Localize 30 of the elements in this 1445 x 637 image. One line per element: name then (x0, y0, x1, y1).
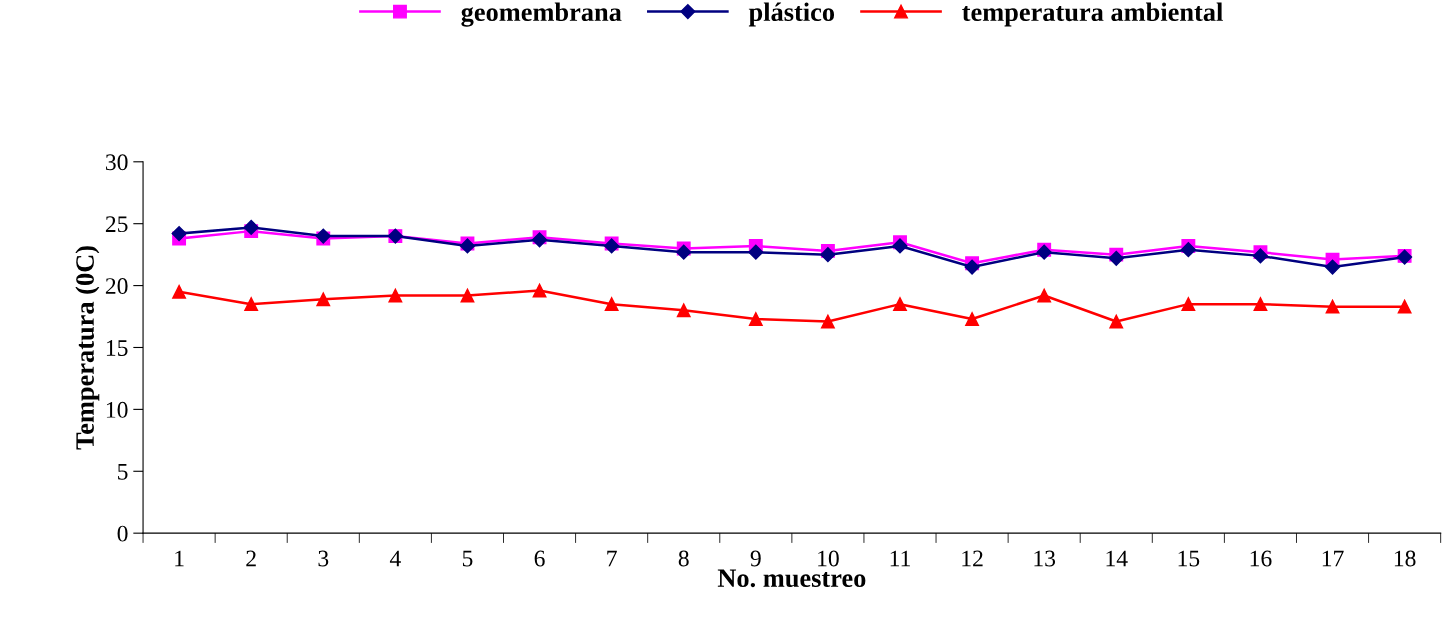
y-tick-label: 15 (106, 340, 128, 356)
x-tick-label: 8 (678, 550, 689, 567)
x-tick-label: 1 (175, 550, 184, 567)
x-tick-label: 13 (1034, 550, 1056, 567)
x-tick-label: 10 (818, 550, 839, 567)
x-tick-label: 17 (1322, 550, 1344, 567)
x-tick-label: 3 (318, 550, 329, 567)
x-tick-label: 5 (462, 550, 473, 567)
x-tick-label: 12 (962, 550, 983, 567)
y-tick-label: 30 (105, 154, 128, 171)
legend-label: geomembrana (461, 2, 622, 27)
x-tick-label: 16 (1250, 550, 1272, 567)
legend-label: temperatura ambiental (962, 2, 1223, 27)
y-tick-label: 25 (105, 216, 128, 233)
x-tick-label: 18 (1394, 550, 1416, 567)
x-tick-label: 6 (534, 550, 545, 567)
x-tick-label: 11 (890, 550, 910, 567)
legend-label: plástico (748, 2, 835, 27)
y-tick-label: 5 (118, 464, 128, 480)
x-tick-label: 14 (1106, 550, 1128, 567)
y-tick-label: 10 (106, 401, 128, 418)
y-axis-title: Temperatura (0C) (75, 246, 100, 450)
x-axis-title: No. muestreo (717, 569, 866, 588)
x-tick-label: 15 (1178, 550, 1200, 567)
x-tick-label: 4 (389, 550, 401, 567)
x-tick-label: 7 (607, 550, 617, 567)
y-tick-label: 0 (117, 525, 128, 542)
x-tick-label: 9 (750, 550, 761, 567)
y-tick-label: 20 (105, 278, 128, 295)
x-tick-label: 2 (246, 550, 256, 567)
